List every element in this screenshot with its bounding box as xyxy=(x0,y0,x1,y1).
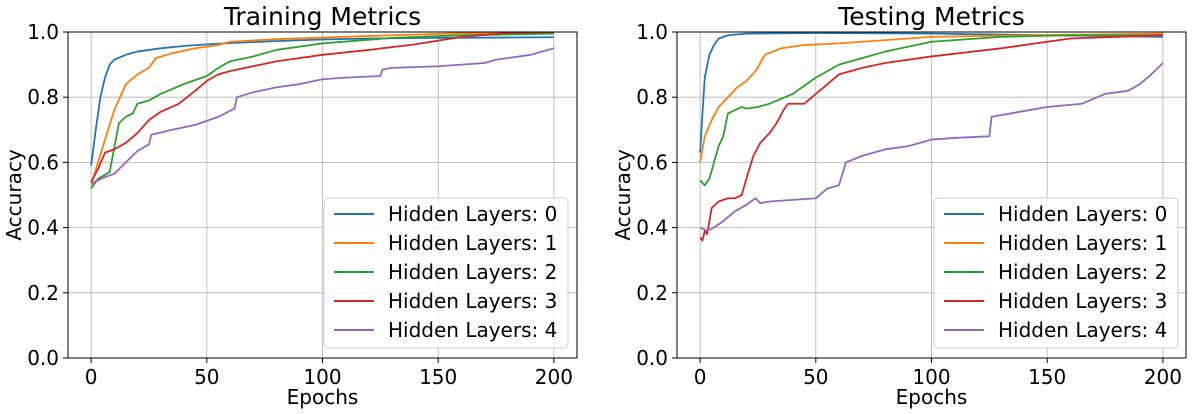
legend-entry: Hidden Layers: 0 xyxy=(388,202,557,226)
y-tick-label: 0.2 xyxy=(27,281,59,305)
series-group xyxy=(90,32,555,190)
y-tick-label: 0.2 xyxy=(636,281,668,305)
series-line-1 xyxy=(90,32,554,186)
legend-entry: Hidden Layers: 4 xyxy=(998,318,1167,342)
x-tick-label: 100 xyxy=(912,365,950,389)
x-tick-label: 150 xyxy=(1028,365,1066,389)
chart-title: Training Metrics xyxy=(223,2,421,31)
y-axis-label: Accuracy xyxy=(2,149,26,240)
y-tick-label: 0.6 xyxy=(636,150,668,174)
series-line-4 xyxy=(699,62,1164,232)
legend-entry: Hidden Layers: 0 xyxy=(998,202,1167,226)
series-line-2 xyxy=(699,34,1163,187)
series-line-3 xyxy=(699,34,1163,242)
legend: Hidden Layers: 0 Hidden Layers: 1 Hidden L… xyxy=(933,197,1179,349)
y-tick-label: 0.8 xyxy=(27,85,59,109)
x-tick-label: 50 xyxy=(803,365,828,389)
y-tick-label: 1.0 xyxy=(636,20,668,44)
x-tick-label: 0 xyxy=(694,365,707,389)
legend-entry: Hidden Layers: 3 xyxy=(388,289,557,313)
x-tick-label: 200 xyxy=(535,365,573,389)
y-axis-label: Accuracy xyxy=(611,149,635,240)
legend-box xyxy=(933,197,1179,349)
series-line-2 xyxy=(90,32,554,190)
series-line-1 xyxy=(699,32,1163,163)
y-tick-label: 0.0 xyxy=(27,346,59,370)
chart-title: Testing Metrics xyxy=(837,2,1025,31)
x-tick-label: 0 xyxy=(85,365,98,389)
y-tick-label: 0.6 xyxy=(27,150,59,174)
y-tick-label: 0.8 xyxy=(636,85,668,109)
chart-panel-2: 0 50 100 150 200 0.0 0.2 0.4 0.6 0.8 1.0 Testing Me… xyxy=(611,2,1187,409)
legend-entry: Hidden Layers: 1 xyxy=(998,231,1167,255)
y-tick-label: 0.0 xyxy=(636,346,668,370)
series-line-4 xyxy=(90,47,555,185)
legend-box xyxy=(323,197,569,349)
series-line-0 xyxy=(699,32,1163,153)
y-tick-label: 1.0 xyxy=(27,20,59,44)
legend-entry: Hidden Layers: 3 xyxy=(998,289,1167,313)
y-tick-label: 0.4 xyxy=(27,216,59,240)
y-tick-label: 0.4 xyxy=(636,216,668,240)
series-group xyxy=(699,32,1164,242)
legend-entry: Hidden Layers: 2 xyxy=(998,260,1167,284)
x-tick-label: 100 xyxy=(303,365,341,389)
x-axis-label: Epochs xyxy=(287,385,359,409)
legend-entry: Hidden Layers: 1 xyxy=(388,231,557,255)
x-tick-label: 150 xyxy=(419,365,457,389)
legend: Hidden Layers: 0 Hidden Layers: 1 Hidden L… xyxy=(323,197,569,349)
chart-panel-1: 0 50 100 150 200 0.0 0.2 0.4 0.6 0.8 1.0 Training M… xyxy=(2,2,578,409)
legend-entry: Hidden Layers: 4 xyxy=(388,318,557,342)
series-line-3 xyxy=(90,32,554,183)
x-axis-label: Epochs xyxy=(896,385,968,409)
x-tick-label: 50 xyxy=(194,365,219,389)
legend-entry: Hidden Layers: 2 xyxy=(388,260,557,284)
x-tick-label: 200 xyxy=(1144,365,1182,389)
